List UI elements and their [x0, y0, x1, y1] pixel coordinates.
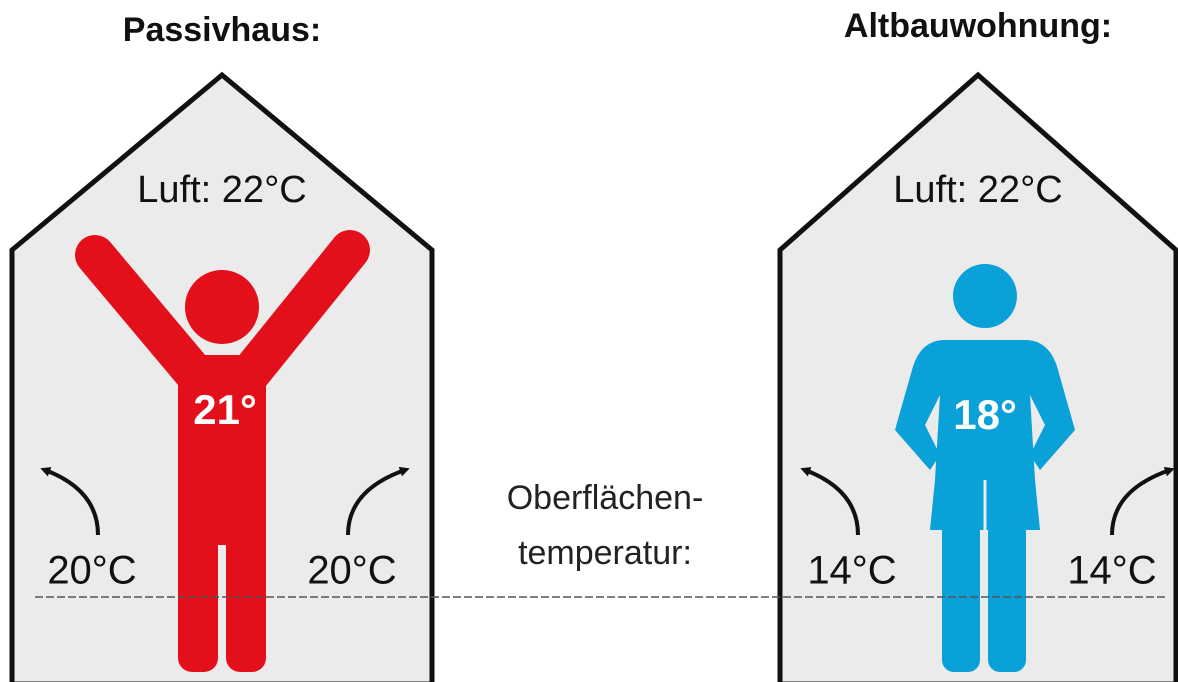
house-title: Passivhaus: [123, 11, 321, 49]
surface-label: temperatur: [518, 534, 692, 572]
arrows [40, 466, 1175, 536]
surface-label: Oberflächen- [507, 479, 704, 517]
air-temp: Luft: 22°C [137, 169, 306, 211]
air-temp: Luft: 22°C [893, 169, 1062, 211]
wall-temp: 20°C [307, 549, 396, 593]
person-blue [895, 264, 1075, 672]
body-temp: 18° [953, 391, 1017, 438]
person-red [75, 230, 370, 672]
body-temp: 21° [193, 386, 257, 433]
wall-temp: 14°C [807, 549, 896, 593]
wall-temp: 14°C [1067, 549, 1156, 593]
house-title: Altbauwohnung: [844, 7, 1112, 45]
wall-temp: 20°C [47, 549, 136, 593]
